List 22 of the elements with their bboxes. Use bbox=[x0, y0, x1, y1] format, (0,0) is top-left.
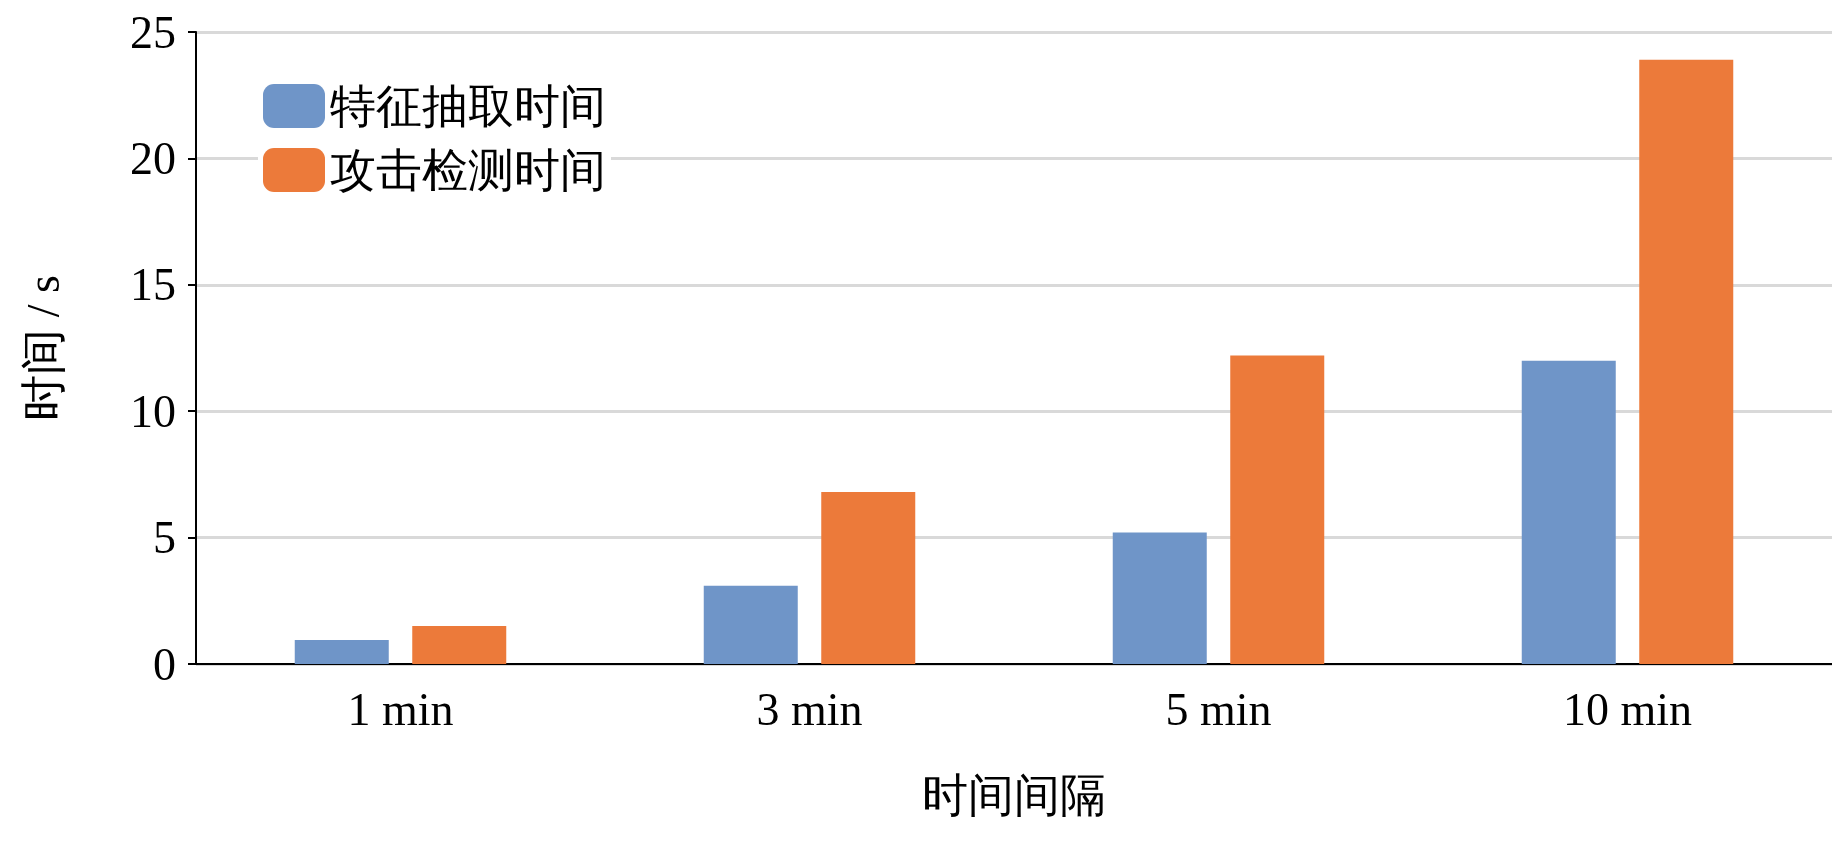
x-axis-title: 时间间隔 bbox=[922, 769, 1106, 821]
x-tick-label: 10 min bbox=[1562, 683, 1693, 735]
y-axis-title: 时间 / s bbox=[17, 275, 69, 421]
y-tick-label: 25 bbox=[130, 6, 176, 58]
legend-label: 特征抽取时间 bbox=[330, 80, 606, 132]
bar bbox=[1230, 355, 1325, 664]
y-tick-label: 10 bbox=[130, 385, 176, 437]
bar bbox=[1639, 59, 1734, 664]
x-tick-label: 1 min bbox=[347, 683, 454, 735]
bar bbox=[703, 585, 798, 664]
bar bbox=[821, 492, 916, 664]
x-tick-label: 3 min bbox=[756, 683, 863, 735]
legend-label: 攻击检测时间 bbox=[330, 144, 606, 196]
bar bbox=[1112, 532, 1207, 664]
x-tick-label: 5 min bbox=[1165, 683, 1272, 735]
bar bbox=[412, 626, 507, 664]
y-tick-label: 20 bbox=[130, 132, 176, 184]
y-tick-label: 0 bbox=[153, 638, 176, 690]
bar bbox=[294, 639, 389, 664]
bar bbox=[1521, 360, 1616, 664]
y-tick-label: 5 bbox=[153, 512, 176, 564]
y-tick-label: 15 bbox=[130, 259, 176, 311]
